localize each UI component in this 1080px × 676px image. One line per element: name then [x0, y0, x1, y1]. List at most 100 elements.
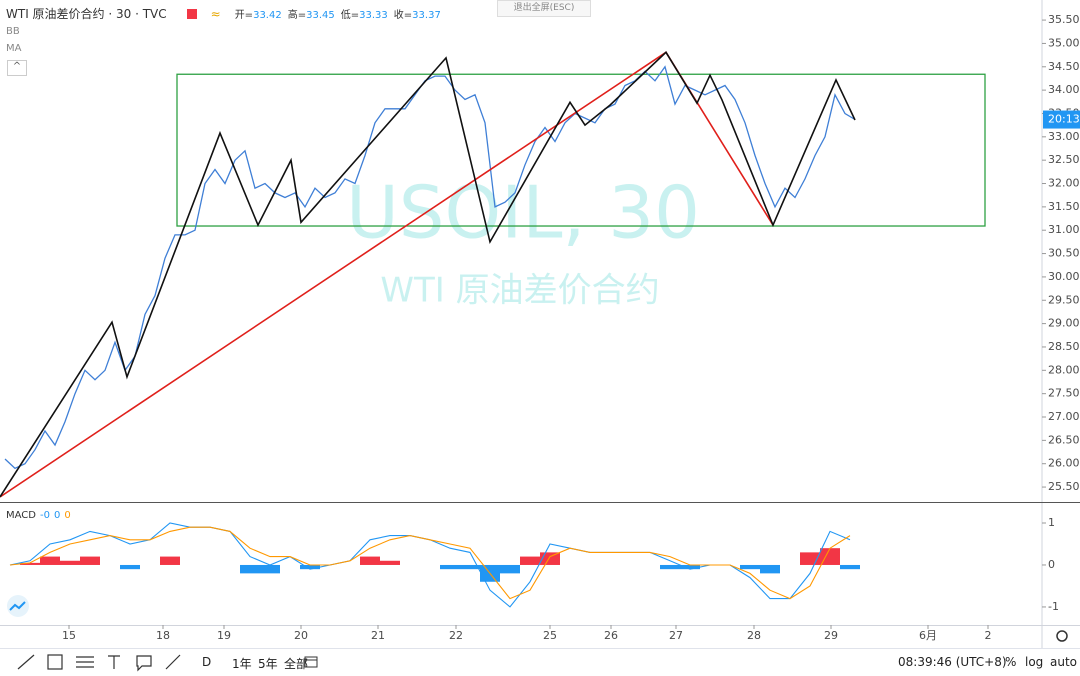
macd-value: 0 [53, 510, 61, 521]
histogram-bar [440, 564, 460, 570]
histogram-bar [840, 564, 860, 570]
y-tick-label: -1 [1048, 600, 1059, 613]
y-tick-label: 1 [1048, 516, 1055, 529]
price-line [4, 65, 856, 470]
ohlc-label: 收= [393, 10, 413, 21]
x-tick-label: 2 [985, 629, 992, 642]
ohlc-label: 高= [287, 10, 307, 21]
macd-value: 0 [64, 510, 71, 521]
y-tick-label: 26.50 [1048, 433, 1080, 446]
compare-icon[interactable]: ≈ [210, 6, 221, 21]
tool-fib[interactable] [76, 656, 94, 668]
histogram-bar [20, 562, 40, 565]
range-box [176, 73, 986, 227]
ohlc-label: 开= [234, 10, 254, 21]
collapse-button[interactable]: ^ [7, 60, 27, 76]
histogram-bar [240, 564, 260, 574]
y-tick-label: 25.50 [1048, 480, 1080, 493]
y-tick-label: 30.50 [1048, 247, 1080, 260]
histogram-bar [500, 564, 520, 574]
x-tick-label: 27 [669, 629, 683, 642]
histogram-bar [40, 556, 60, 565]
watermark-name: WTI 原油差价合约 [380, 271, 659, 311]
symbol-header: WTI 原油差价合约 · 30 · TVC ≈ 开=33.42 高=33.45 低=… [6, 5, 441, 22]
range-button[interactable]: 1年 [232, 657, 252, 671]
histogram-bar [680, 564, 700, 570]
tool-note[interactable] [136, 655, 152, 672]
x-tick-label: 21 [371, 629, 385, 642]
histogram-bar [540, 552, 560, 565]
y-tick-label: 34.50 [1048, 60, 1080, 73]
histogram-bar [660, 564, 680, 570]
histogram-bar [460, 564, 480, 570]
zigzag-line [0, 51, 856, 498]
y-tick-label: 31.00 [1048, 223, 1080, 236]
tool-rect[interactable] [47, 654, 63, 670]
y-tick-label: 33.00 [1048, 130, 1080, 143]
clock: 08:39:46 (UTC+8) [898, 655, 1007, 669]
goto-date-icon[interactable] [304, 655, 318, 669]
histogram-bar [360, 556, 380, 565]
y-tick-label: 32.50 [1048, 153, 1080, 166]
histogram-bar [60, 560, 80, 565]
price-tag-label: 20:13 [1048, 113, 1080, 126]
range-button[interactable]: 全部 [284, 657, 309, 671]
scale-option[interactable]: auto [1050, 655, 1078, 669]
ohlc-value: 33.33 [359, 10, 388, 21]
histogram-bar [380, 560, 400, 565]
histogram-bar [260, 564, 280, 574]
x-tick-label: 29 [824, 629, 838, 642]
histogram-bar [120, 564, 140, 570]
histogram-bar [160, 556, 180, 565]
ohlc-item: 高=33.45 [288, 6, 335, 21]
scale-option[interactable]: % [1005, 655, 1017, 669]
settings-icon[interactable] [1056, 630, 1068, 642]
histogram-bar [740, 564, 760, 570]
ohlc-item: 低=33.33 [341, 6, 388, 21]
range-button[interactable]: 5年 [258, 657, 278, 671]
tool-text[interactable] [108, 655, 120, 669]
logo[interactable] [7, 595, 29, 617]
y-tick-label: 32.00 [1048, 177, 1080, 190]
range-button[interactable]: D [202, 655, 212, 669]
indicator-ma[interactable]: MA [6, 43, 22, 54]
x-tick-label: 25 [543, 629, 557, 642]
y-tick-label: 34.00 [1048, 83, 1080, 96]
y-tick-label: 30.00 [1048, 270, 1080, 283]
y-tick-label: 0 [1048, 558, 1055, 571]
scale-option[interactable]: log [1025, 655, 1044, 669]
histogram-bar [80, 556, 100, 565]
x-tick-label: 15 [62, 629, 76, 642]
histogram-bar [820, 548, 840, 565]
tool-line[interactable] [17, 654, 35, 670]
exit-fullscreen[interactable]: 退出全屏(ESC) [497, 0, 591, 17]
macd-label: MACD [6, 510, 36, 521]
y-tick-label: 31.50 [1048, 200, 1080, 213]
y-tick-label: 27.50 [1048, 387, 1080, 400]
tool-measure[interactable] [165, 654, 181, 670]
ohlc-value: 33.37 [412, 10, 441, 21]
x-tick-label: 19 [217, 629, 231, 642]
y-tick-label: 26.00 [1048, 457, 1080, 470]
symbol-title: WTI 原油差价合约 · 30 · TVC [6, 7, 167, 21]
y-tick-label: 27.00 [1048, 410, 1080, 423]
ohlc: 开=33.42 高=33.45 低=33.33 收=33.37 [235, 6, 441, 21]
ohlc-label: 低= [340, 10, 360, 21]
y-tick-label: 28.50 [1048, 340, 1080, 353]
y-tick-label: 28.00 [1048, 363, 1080, 376]
ohlc-value: 33.42 [253, 10, 282, 21]
flag-icon[interactable] [186, 8, 197, 19]
indicator-bb[interactable]: BB [6, 26, 20, 37]
bottom-toolbar: D [0, 648, 1080, 676]
histogram-bar [760, 564, 780, 574]
drawing-tools [17, 654, 181, 672]
x-tick-label: 6月 [919, 629, 937, 642]
ohlc-item: 开=33.42 [235, 6, 282, 21]
macd-line [9, 526, 851, 600]
y-tick-label: 29.50 [1048, 293, 1080, 306]
x-tick-label: 18 [156, 629, 170, 642]
macd-header: MACD -0 0 0 [6, 510, 71, 521]
histogram-bar [520, 556, 540, 565]
ohlc-value: 33.45 [306, 10, 335, 21]
